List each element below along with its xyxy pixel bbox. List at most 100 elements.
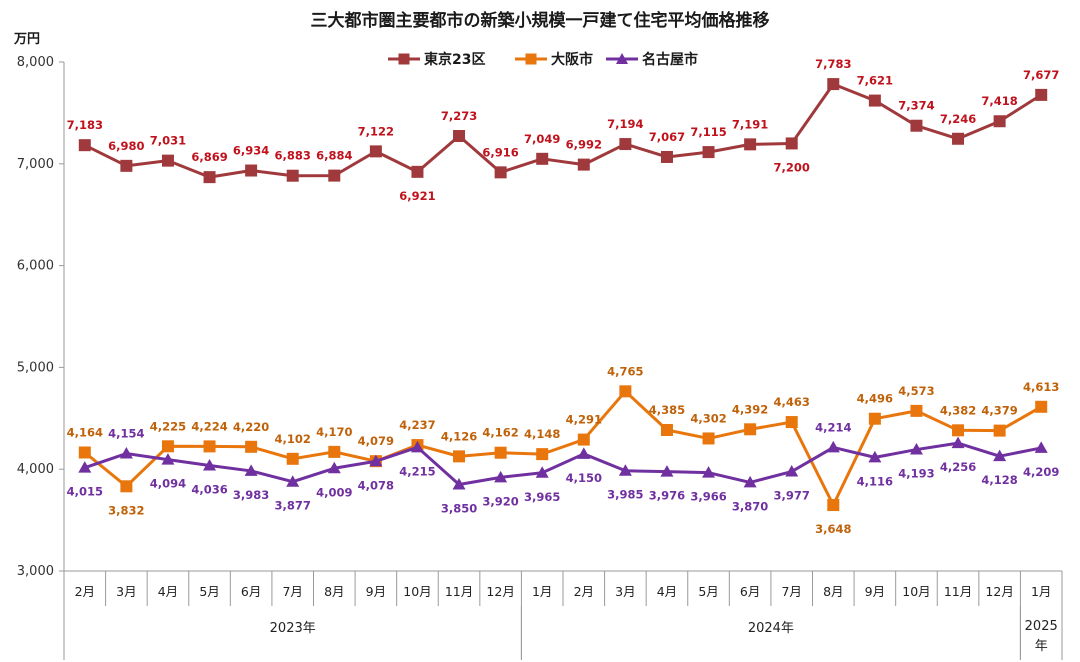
data-point <box>868 412 881 425</box>
data-point <box>410 440 424 453</box>
data-label: 6,921 <box>399 189 435 203</box>
year-label: 2023年 <box>270 621 316 636</box>
data-point <box>619 385 632 398</box>
data-point <box>120 480 133 493</box>
data-label: 4,765 <box>607 364 643 378</box>
data-label: 4,126 <box>441 429 477 443</box>
data-label: 4,573 <box>898 384 934 398</box>
data-point <box>411 165 424 178</box>
data-point <box>535 466 549 478</box>
data-label: 4,078 <box>358 478 394 492</box>
legend-marker <box>616 53 628 64</box>
data-point <box>702 466 716 478</box>
data-label: 4,220 <box>233 420 269 434</box>
x-tick-label: 7月 <box>781 584 801 599</box>
x-tick-label: 9月 <box>865 584 885 599</box>
data-label: 4,102 <box>275 432 311 446</box>
x-tick-label: 12月 <box>985 584 1013 599</box>
data-label: 4,128 <box>981 473 1017 487</box>
data-point <box>78 461 92 473</box>
x-tick-label: 4月 <box>657 584 677 599</box>
data-point <box>119 447 133 459</box>
data-point <box>619 138 632 151</box>
data-label: 3,870 <box>732 499 768 513</box>
data-label: 4,009 <box>316 485 352 499</box>
x-tick-label: 8月 <box>823 584 843 599</box>
data-point <box>577 433 590 446</box>
y-axis-unit-label: 万円 <box>13 32 40 47</box>
legend-marker <box>525 53 537 65</box>
x-tick-label: 6月 <box>241 584 261 599</box>
data-point <box>993 449 1007 462</box>
data-label: 3,977 <box>774 489 810 503</box>
data-label: 4,162 <box>482 426 518 440</box>
data-label: 3,920 <box>482 494 518 508</box>
legend-marker <box>398 53 410 65</box>
data-point <box>702 432 715 445</box>
y-tick-label: 3,000 <box>17 564 54 579</box>
data-label: 3,985 <box>607 488 643 502</box>
data-point <box>744 138 757 151</box>
data-label: 3,850 <box>441 501 477 515</box>
data-label: 7,374 <box>898 99 934 113</box>
data-label: 4,150 <box>566 471 602 485</box>
data-point <box>951 436 965 449</box>
axes: 3,000 4,000 5,000 6,000 7,000 8,000 2月 3月 4月 5月 6月… <box>17 55 1063 660</box>
data-point <box>494 446 507 459</box>
x-tick-label: 9月 <box>366 584 386 599</box>
data-point <box>1034 441 1048 453</box>
x-tick-label: 8月 <box>324 584 344 599</box>
data-point <box>120 159 133 172</box>
data-point <box>327 461 341 474</box>
data-point <box>244 464 258 476</box>
data-label: 4,379 <box>981 404 1017 418</box>
data-label: 7,115 <box>690 125 726 139</box>
y-tick-label: 8,000 <box>17 55 54 70</box>
data-label: 4,256 <box>940 460 976 474</box>
data-label: 4,237 <box>399 418 435 432</box>
data-point <box>702 146 715 159</box>
legend-item-1: 大阪市 <box>515 51 593 68</box>
y-tick-label: 6,000 <box>17 259 54 274</box>
data-label: 4,164 <box>67 426 103 440</box>
data-label: 4,209 <box>1023 465 1059 479</box>
data-point <box>161 154 174 167</box>
data-point <box>910 119 923 132</box>
series-line <box>83 389 1042 507</box>
y-tick-label: 4,000 <box>17 462 54 477</box>
data-label: 3,832 <box>108 503 144 517</box>
legend-label: 大阪市 <box>551 51 593 68</box>
x-tick-label: 2月 <box>75 584 95 599</box>
data-label: 4,382 <box>940 403 976 417</box>
data-point <box>203 171 216 184</box>
y-tick-label: 7,000 <box>17 157 54 172</box>
legend-label: 名古屋市 <box>642 51 698 68</box>
data-point <box>369 454 383 467</box>
data-label: 7,246 <box>940 112 976 126</box>
data-label: 4,154 <box>108 427 144 441</box>
data-label: 4,224 <box>191 419 227 433</box>
data-label: 6,916 <box>482 145 518 159</box>
data-label: 4,094 <box>150 477 186 491</box>
x-tick-label: 10月 <box>902 584 930 599</box>
data-point <box>536 448 549 461</box>
data-label: 4,015 <box>67 485 103 499</box>
data-label: 4,215 <box>399 464 435 478</box>
x-tick-label: 11月 <box>445 584 473 599</box>
data-label: 4,291 <box>566 413 602 427</box>
legend-label: 東京23区 <box>424 51 485 68</box>
data-label: 4,613 <box>1023 380 1059 394</box>
data-point <box>245 440 258 453</box>
data-point <box>910 404 923 417</box>
data-point <box>827 78 840 91</box>
data-point <box>743 475 757 488</box>
data-label: 3,966 <box>690 490 726 504</box>
data-label: 7,194 <box>607 117 643 131</box>
data-label: 6,869 <box>191 150 227 164</box>
data-label: 3,877 <box>275 499 311 513</box>
x-tick-label: 7月 <box>282 584 302 599</box>
data-label: 4,496 <box>857 392 893 406</box>
data-point <box>494 470 508 483</box>
data-label: 4,385 <box>649 403 685 417</box>
